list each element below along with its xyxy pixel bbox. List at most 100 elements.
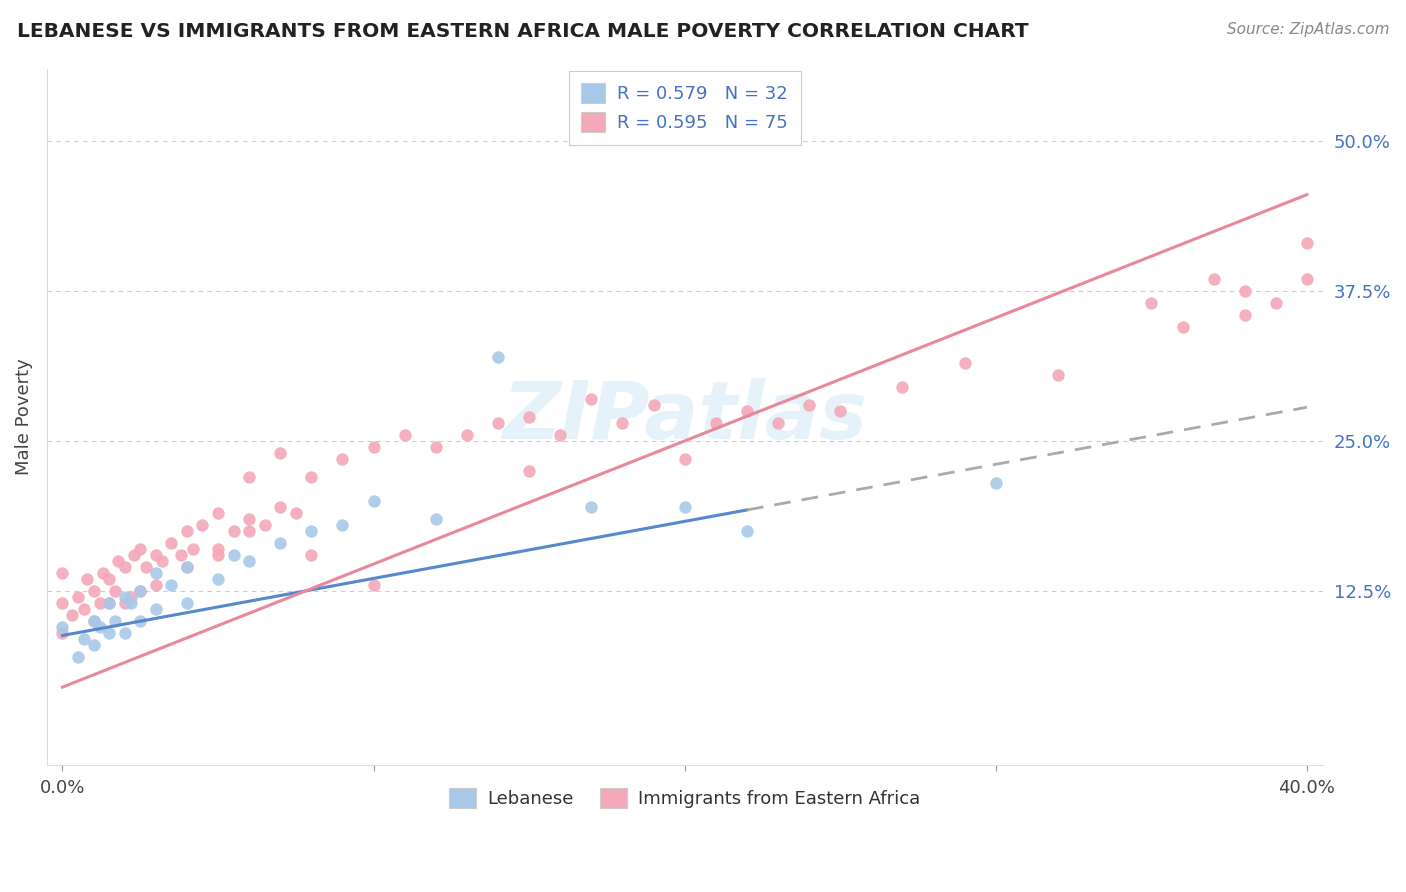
Point <box>76 572 98 586</box>
Point <box>176 596 198 610</box>
Point <box>1264 295 1286 310</box>
Text: Source: ZipAtlas.com: Source: ZipAtlas.com <box>1226 22 1389 37</box>
Point <box>98 626 121 640</box>
Point <box>735 524 758 538</box>
Point <box>299 524 322 538</box>
Point <box>129 614 152 628</box>
Point <box>135 560 157 574</box>
Point <box>673 451 696 466</box>
Point <box>176 524 198 538</box>
Point <box>207 541 229 556</box>
Point <box>830 404 852 418</box>
Point <box>517 464 540 478</box>
Point <box>363 578 385 592</box>
Point <box>83 584 105 599</box>
Point <box>160 578 183 592</box>
Point <box>1171 319 1194 334</box>
Point <box>73 632 96 646</box>
Point <box>891 380 914 394</box>
Point <box>129 541 152 556</box>
Point <box>170 548 193 562</box>
Point <box>984 475 1007 490</box>
Point <box>222 548 245 562</box>
Text: ZIPatlas: ZIPatlas <box>502 378 868 456</box>
Point <box>89 620 111 634</box>
Point <box>51 620 73 634</box>
Point <box>269 500 291 514</box>
Point <box>363 494 385 508</box>
Text: LEBANESE VS IMMIGRANTS FROM EASTERN AFRICA MALE POVERTY CORRELATION CHART: LEBANESE VS IMMIGRANTS FROM EASTERN AFRI… <box>17 22 1029 41</box>
Point <box>107 554 129 568</box>
Point <box>517 409 540 424</box>
Point <box>51 626 73 640</box>
Point <box>332 451 354 466</box>
Point <box>51 566 73 580</box>
Point <box>332 518 354 533</box>
Point <box>120 596 142 610</box>
Point <box>129 584 152 599</box>
Point <box>60 608 83 623</box>
Point <box>51 596 73 610</box>
Point <box>425 440 447 454</box>
Point <box>548 428 571 442</box>
Point <box>269 536 291 550</box>
Point <box>1140 295 1163 310</box>
Point <box>1296 271 1319 285</box>
Point <box>704 416 727 430</box>
Point <box>98 596 121 610</box>
Point <box>581 500 603 514</box>
Point <box>456 428 478 442</box>
Point <box>238 554 260 568</box>
Point <box>150 554 173 568</box>
Point <box>1202 271 1225 285</box>
Point <box>238 524 260 538</box>
Point <box>269 446 291 460</box>
Point <box>612 416 634 430</box>
Point <box>425 512 447 526</box>
Point <box>83 614 105 628</box>
Point <box>114 590 136 604</box>
Point <box>176 560 198 574</box>
Point <box>735 404 758 418</box>
Point <box>114 560 136 574</box>
Point <box>114 626 136 640</box>
Point <box>363 440 385 454</box>
Point <box>486 350 509 364</box>
Point <box>486 416 509 430</box>
Point <box>207 506 229 520</box>
Point <box>66 650 89 665</box>
Point <box>83 638 105 652</box>
Point <box>120 590 142 604</box>
Point <box>89 596 111 610</box>
Point <box>181 541 204 556</box>
Point <box>207 548 229 562</box>
Point <box>160 536 183 550</box>
Point <box>145 602 167 616</box>
Point <box>66 590 89 604</box>
Point <box>104 584 127 599</box>
Point <box>104 614 127 628</box>
Point <box>238 470 260 484</box>
Point <box>98 572 121 586</box>
Point <box>643 398 665 412</box>
Point <box>114 596 136 610</box>
Point <box>1233 284 1256 298</box>
Y-axis label: Male Poverty: Male Poverty <box>15 359 32 475</box>
Point <box>91 566 114 580</box>
Point <box>222 524 245 538</box>
Point <box>176 560 198 574</box>
Point <box>673 500 696 514</box>
Point <box>284 506 307 520</box>
Point <box>98 596 121 610</box>
Point <box>766 416 789 430</box>
Point <box>122 548 145 562</box>
Point <box>735 128 758 142</box>
Point <box>1296 235 1319 250</box>
Point <box>145 578 167 592</box>
Point <box>83 614 105 628</box>
Point <box>191 518 214 533</box>
Point <box>299 548 322 562</box>
Point <box>797 398 820 412</box>
Point <box>73 602 96 616</box>
Point <box>145 566 167 580</box>
